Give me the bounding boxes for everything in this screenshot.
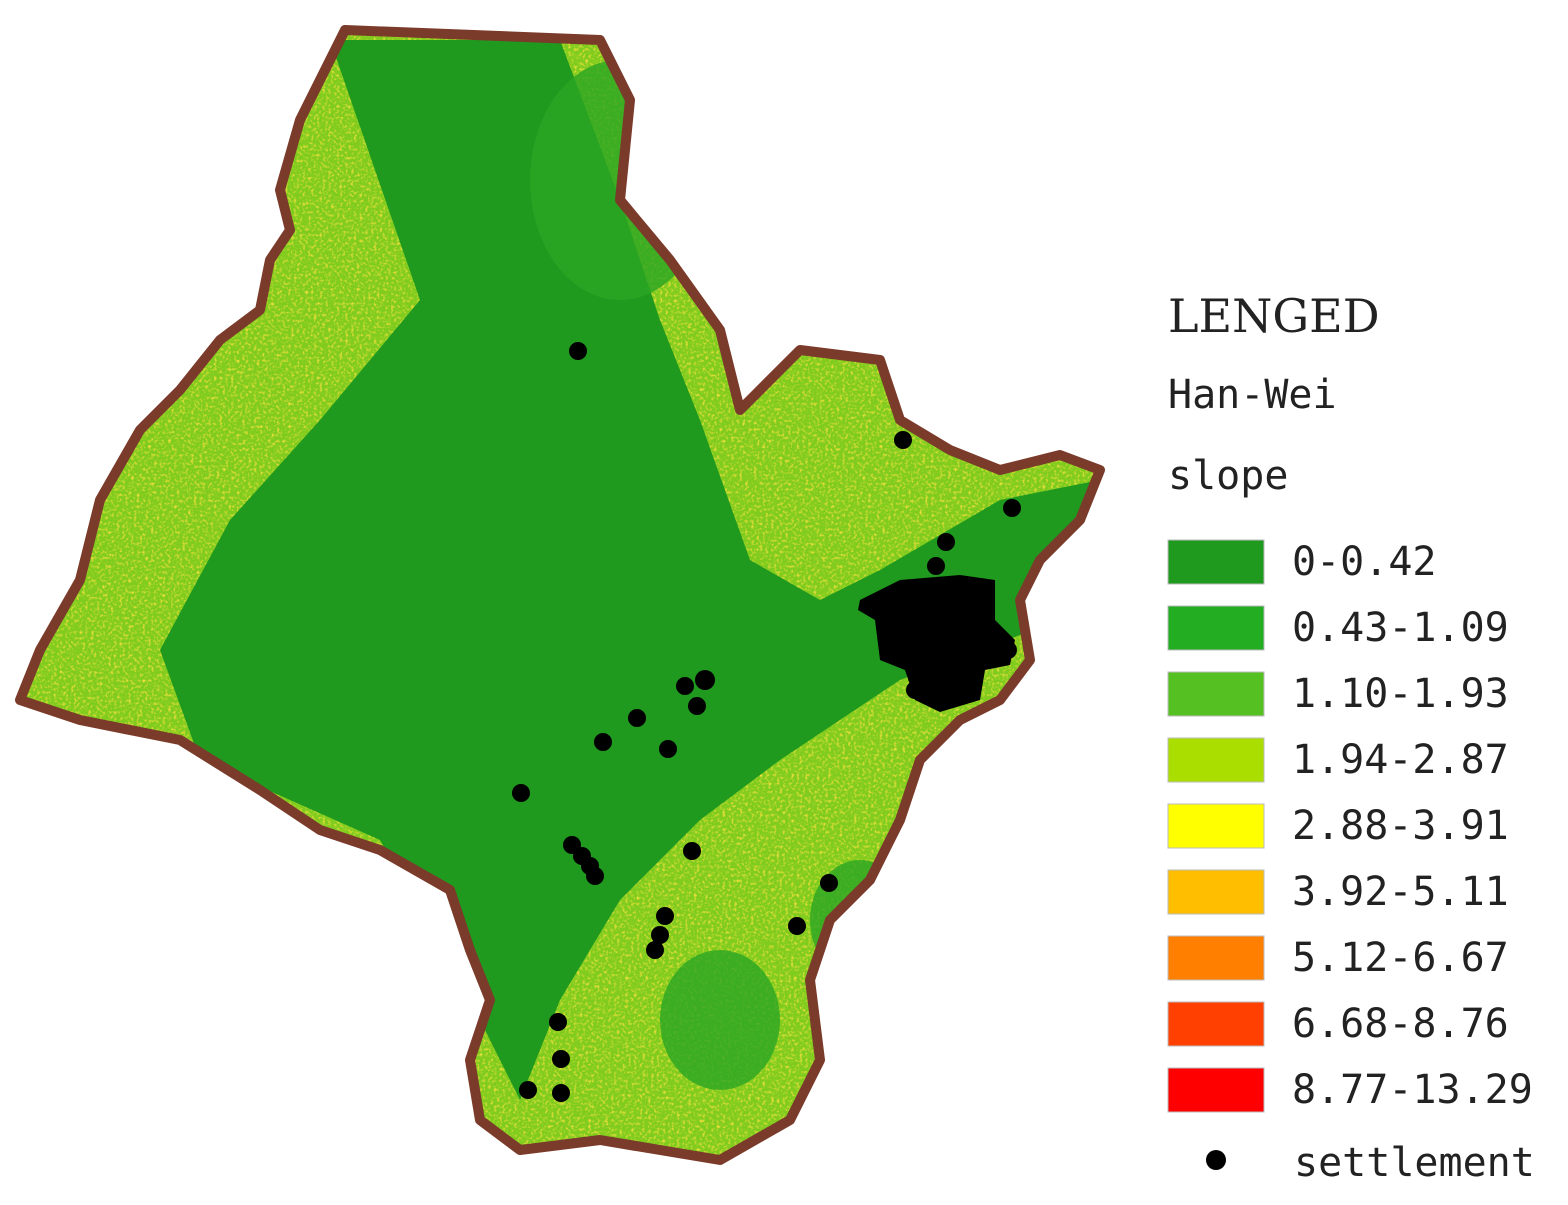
- legend-label: 5.12-6.67: [1292, 935, 1509, 981]
- legend-subtitle: Han-Wei: [1168, 372, 1337, 418]
- legend-label: 8.77-13.29: [1292, 1067, 1533, 1113]
- legend-point-symbol: [1206, 1150, 1226, 1170]
- legend-swatch: [1167, 1001, 1265, 1047]
- legend-label: 1.94-2.87: [1292, 737, 1509, 783]
- legend-swatch: [1167, 869, 1265, 915]
- legend-label: 3.92-5.11: [1292, 869, 1509, 915]
- legend: LENGED Han-Wei slope settlement 0-0.42 0.…: [1167, 289, 1535, 1186]
- legend-swatch: [1167, 935, 1265, 981]
- legend-label: 0.43-1.09: [1292, 605, 1509, 651]
- legend-label: 2.88-3.91: [1292, 803, 1509, 849]
- legend-swatch: [1167, 803, 1265, 849]
- legend-swatch: [1167, 671, 1265, 717]
- settlements: [512, 342, 1021, 1102]
- legend-title: LENGED: [1168, 289, 1380, 343]
- legend-label: 0-0.42: [1292, 539, 1437, 585]
- legend-swatch: [1167, 539, 1265, 585]
- legend-point-label: settlement: [1294, 1140, 1535, 1186]
- legend-label: 1.10-1.93: [1292, 671, 1509, 717]
- legend-swatch: [1167, 737, 1265, 783]
- legend-swatch: [1167, 605, 1265, 651]
- legend-label: 6.68-8.76: [1292, 1001, 1509, 1047]
- legend-swatch: [1167, 1067, 1265, 1113]
- legend-variable: slope: [1168, 453, 1288, 499]
